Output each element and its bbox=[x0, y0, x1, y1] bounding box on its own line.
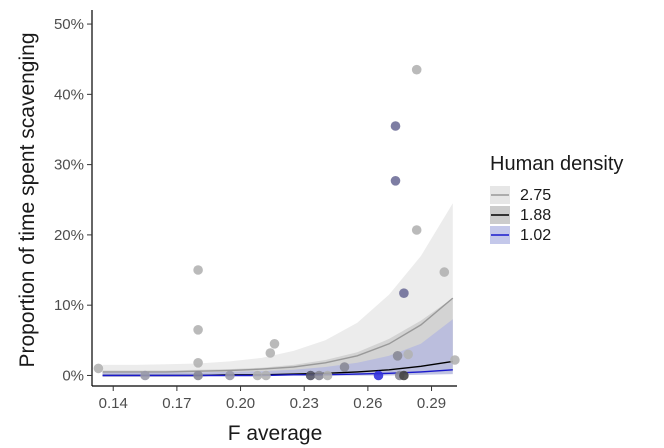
y-tick-label: 10% bbox=[54, 297, 84, 314]
data-point bbox=[392, 351, 403, 361]
x-axis-title: F average bbox=[228, 422, 323, 445]
data-point bbox=[261, 370, 271, 381]
data-point bbox=[322, 370, 333, 381]
legend-title: Human density bbox=[490, 153, 623, 175]
data-point bbox=[399, 370, 409, 381]
confidence-bands bbox=[102, 203, 453, 376]
legend-label-2.75: 2.75 bbox=[520, 187, 551, 204]
band-1.88 bbox=[102, 298, 453, 376]
data-point bbox=[390, 176, 401, 186]
data-point bbox=[373, 370, 384, 381]
data-point bbox=[252, 370, 263, 381]
legend: Human density 2.75 1.88 1.02 bbox=[490, 153, 623, 244]
data-points bbox=[93, 64, 460, 381]
axes bbox=[91, 10, 457, 387]
x-axis-ticks: 0.14 0.17 0.20 0.23 0.26 0.29 bbox=[99, 386, 446, 412]
data-point bbox=[265, 348, 276, 358]
data-point bbox=[193, 265, 203, 275]
data-point bbox=[403, 349, 414, 360]
data-point bbox=[339, 362, 350, 372]
y-tick-label: 20% bbox=[54, 227, 84, 244]
y-tick-label: 50% bbox=[54, 16, 84, 33]
x-tick-label: 0.26 bbox=[353, 395, 382, 412]
data-point bbox=[390, 121, 401, 131]
x-tick-label: 0.29 bbox=[417, 395, 446, 412]
x-tick-label: 0.23 bbox=[290, 395, 319, 412]
data-point bbox=[193, 358, 203, 368]
fit-line-1.02 bbox=[102, 369, 453, 377]
data-point bbox=[93, 363, 104, 374]
y-axis-title: Proportion of time spent scavenging bbox=[16, 32, 39, 367]
band-1.02 bbox=[102, 319, 453, 376]
x-tick-label: 0.14 bbox=[99, 395, 128, 412]
fit-lines bbox=[102, 297, 454, 377]
legend-label-1.02: 1.02 bbox=[520, 227, 551, 244]
data-point bbox=[193, 325, 203, 335]
band-2.75 bbox=[102, 203, 453, 376]
data-point bbox=[439, 267, 450, 277]
data-point bbox=[305, 370, 316, 381]
legend-label-1.88: 1.88 bbox=[520, 207, 551, 224]
data-point bbox=[225, 370, 235, 381]
y-tick-label: 30% bbox=[54, 157, 84, 174]
data-point bbox=[399, 288, 409, 299]
data-point bbox=[193, 370, 203, 381]
data-point bbox=[269, 339, 280, 349]
y-tick-label: 0% bbox=[62, 367, 84, 384]
y-tick-label: 40% bbox=[54, 86, 84, 103]
x-tick-label: 0.20 bbox=[226, 395, 255, 412]
y-axis-ticks: 0% 10% 20% 30% 40% 50% bbox=[54, 16, 92, 384]
x-tick-label: 0.17 bbox=[162, 395, 191, 412]
data-point bbox=[140, 370, 150, 381]
fit-line-2.75 bbox=[102, 297, 454, 373]
data-point bbox=[450, 355, 460, 365]
data-point bbox=[411, 225, 422, 235]
data-point bbox=[411, 64, 422, 75]
data-point bbox=[314, 370, 324, 381]
